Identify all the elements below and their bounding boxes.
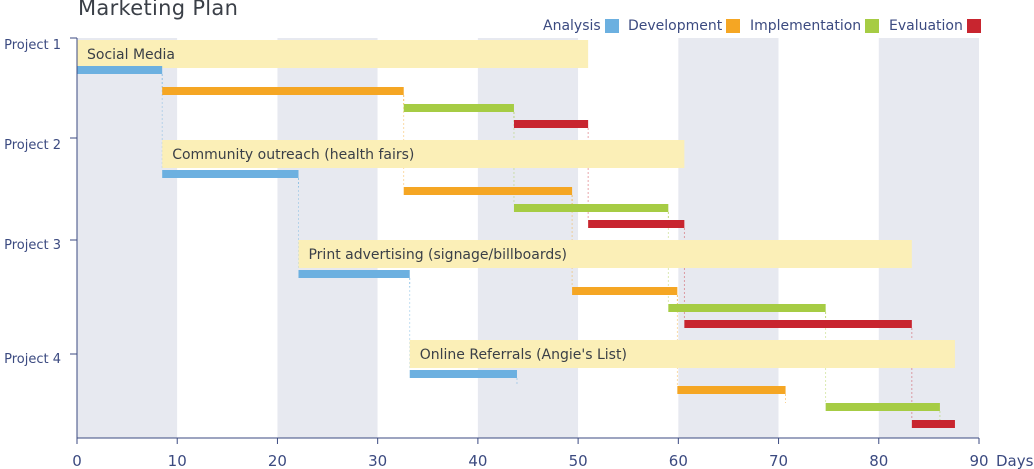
- task-bar-analysis: [409, 370, 517, 378]
- legend-swatch-implementation: [865, 19, 880, 33]
- legend-swatch-analysis: [604, 19, 619, 33]
- x-tick-label: 70: [769, 452, 788, 469]
- grid-band: [177, 38, 278, 438]
- grid-band: [778, 38, 879, 438]
- task-bar-analysis: [77, 66, 163, 74]
- task-bar-evaluation: [513, 120, 589, 128]
- x-tick-label: 0: [72, 452, 82, 469]
- project-label: Project 3: [4, 238, 61, 253]
- grid-band: [678, 38, 779, 438]
- project-name: Social Media: [87, 47, 175, 63]
- project-span-bar: [409, 340, 955, 368]
- project-name: Online Referrals (Angie's List): [420, 347, 627, 363]
- legend-label-implementation: Implementation: [750, 18, 862, 34]
- x-tick-label: 60: [669, 452, 688, 469]
- legend-label-development: Development: [628, 18, 723, 34]
- project-label: Project 4: [4, 352, 61, 367]
- project-name: Print advertising (signage/billboards): [308, 247, 566, 263]
- grid-band: [77, 38, 178, 438]
- task-bar-evaluation: [588, 220, 685, 228]
- x-tick-label: 40: [468, 452, 487, 469]
- project-span-bar: [77, 40, 589, 68]
- project-name: Community outreach (health fairs): [172, 147, 414, 163]
- project-span-bar: [298, 240, 912, 268]
- project-label: Project 2: [4, 138, 61, 153]
- legend-item-analysis: Analysis: [543, 17, 619, 35]
- chart-title: Marketing Plan: [78, 0, 239, 20]
- task-bar-implementation: [513, 204, 669, 212]
- project-label: Project 1: [4, 38, 61, 53]
- grid-band: [578, 38, 679, 438]
- x-tick-label: 80: [869, 452, 888, 469]
- grid-band: [277, 38, 378, 438]
- task-bar-development: [162, 87, 404, 95]
- task-bar-analysis: [298, 270, 410, 278]
- legend-item-implementation: Implementation: [750, 17, 880, 35]
- task-bar-development: [572, 287, 678, 295]
- project-span-bar: [162, 140, 685, 168]
- task-bar-implementation: [668, 304, 826, 312]
- x-tick-label: 10: [168, 452, 187, 469]
- legend-label-analysis: Analysis: [543, 18, 601, 34]
- legend-swatch-evaluation: [966, 19, 981, 33]
- task-bar-analysis: [162, 170, 299, 178]
- legend-item-evaluation: Evaluation: [889, 17, 981, 35]
- legend-item-development: Development: [628, 17, 741, 35]
- grid-band: [878, 38, 979, 438]
- task-bar-evaluation: [684, 320, 912, 328]
- x-tick-label: 50: [569, 452, 588, 469]
- legend-label-evaluation: Evaluation: [889, 18, 963, 34]
- x-tick-label: 90: [969, 452, 988, 469]
- task-bar-evaluation: [911, 420, 955, 428]
- task-bar-development: [677, 386, 786, 394]
- x-axis-unit-label: Days: [996, 452, 1034, 469]
- task-bar-implementation: [825, 403, 940, 411]
- task-bar-development: [403, 187, 573, 195]
- task-bar-implementation: [403, 104, 514, 112]
- x-tick-label: 30: [368, 452, 387, 469]
- x-tick-label: 20: [268, 452, 287, 469]
- legend-swatch-development: [726, 19, 741, 33]
